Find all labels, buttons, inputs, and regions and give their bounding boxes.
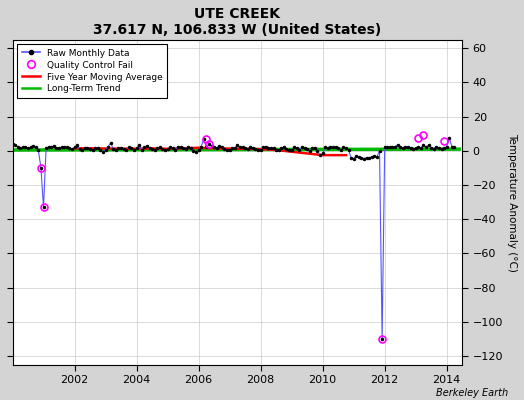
Legend: Raw Monthly Data, Quality Control Fail, Five Year Moving Average, Long-Term Tren: Raw Monthly Data, Quality Control Fail, …	[17, 44, 167, 98]
Title: UTE CREEK
37.617 N, 106.833 W (United States): UTE CREEK 37.617 N, 106.833 W (United St…	[93, 7, 381, 37]
Y-axis label: Temperature Anomaly (°C): Temperature Anomaly (°C)	[507, 133, 517, 272]
Text: Berkeley Earth: Berkeley Earth	[436, 388, 508, 398]
